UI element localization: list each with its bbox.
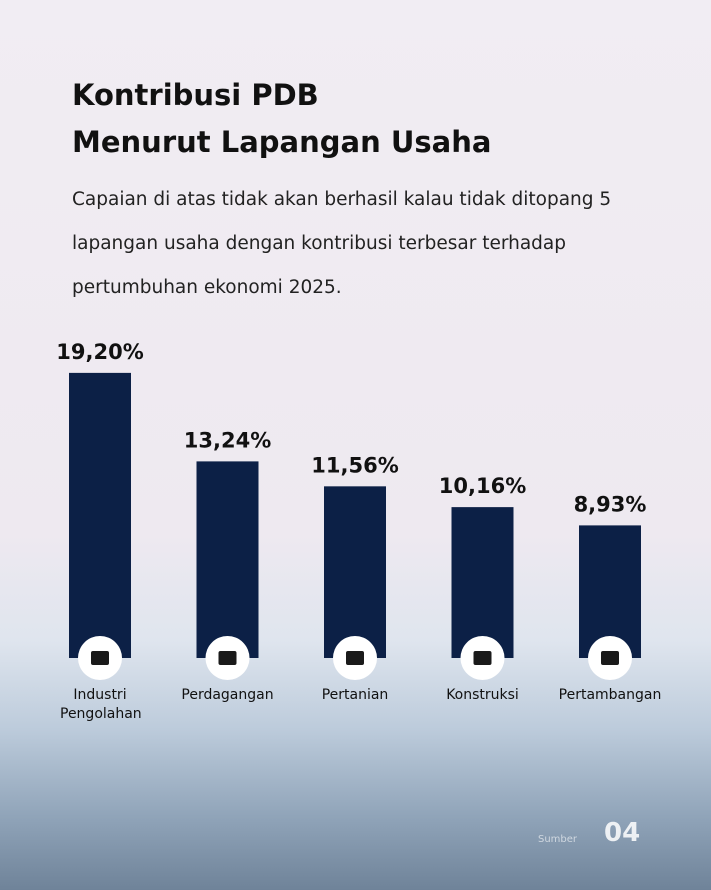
icon-glyph <box>218 651 237 665</box>
bar <box>196 461 259 658</box>
category-icon <box>588 636 632 680</box>
x-tick-label: Perdagangan <box>181 687 274 703</box>
value-label: 13,24% <box>184 428 271 452</box>
bar <box>451 507 514 658</box>
icon-glyph <box>473 651 492 665</box>
title-line: Menurut Lapangan Usaha <box>72 125 492 159</box>
category-icon <box>333 636 377 680</box>
category-icon <box>460 636 505 680</box>
title-line: Kontribusi PDB <box>72 78 319 112</box>
page-number: 04 <box>604 818 641 848</box>
x-tick-label: Industri Pengolahan <box>60 687 142 722</box>
bar <box>579 525 641 658</box>
icon-glyph <box>91 651 109 665</box>
category-icon <box>78 636 122 680</box>
icon-glyph <box>601 651 619 665</box>
value-label: 10,16% <box>439 474 526 498</box>
source: Sumber <box>538 834 578 845</box>
value-label: 8,93% <box>574 492 647 516</box>
x-tick-label: Konstruksi <box>446 687 519 703</box>
icon-glyph <box>346 651 364 665</box>
x-tick-label: Pertambangan <box>558 687 662 703</box>
value-label: 11,56% <box>311 453 398 477</box>
bar <box>69 372 131 658</box>
value-label: 19,20% <box>56 340 143 364</box>
category-icon <box>205 636 250 680</box>
subtitle: Capaian di atas tidak akan berhasil kala… <box>72 189 612 298</box>
bar <box>324 486 386 658</box>
x-tick-label: Pertanian <box>321 687 389 703</box>
